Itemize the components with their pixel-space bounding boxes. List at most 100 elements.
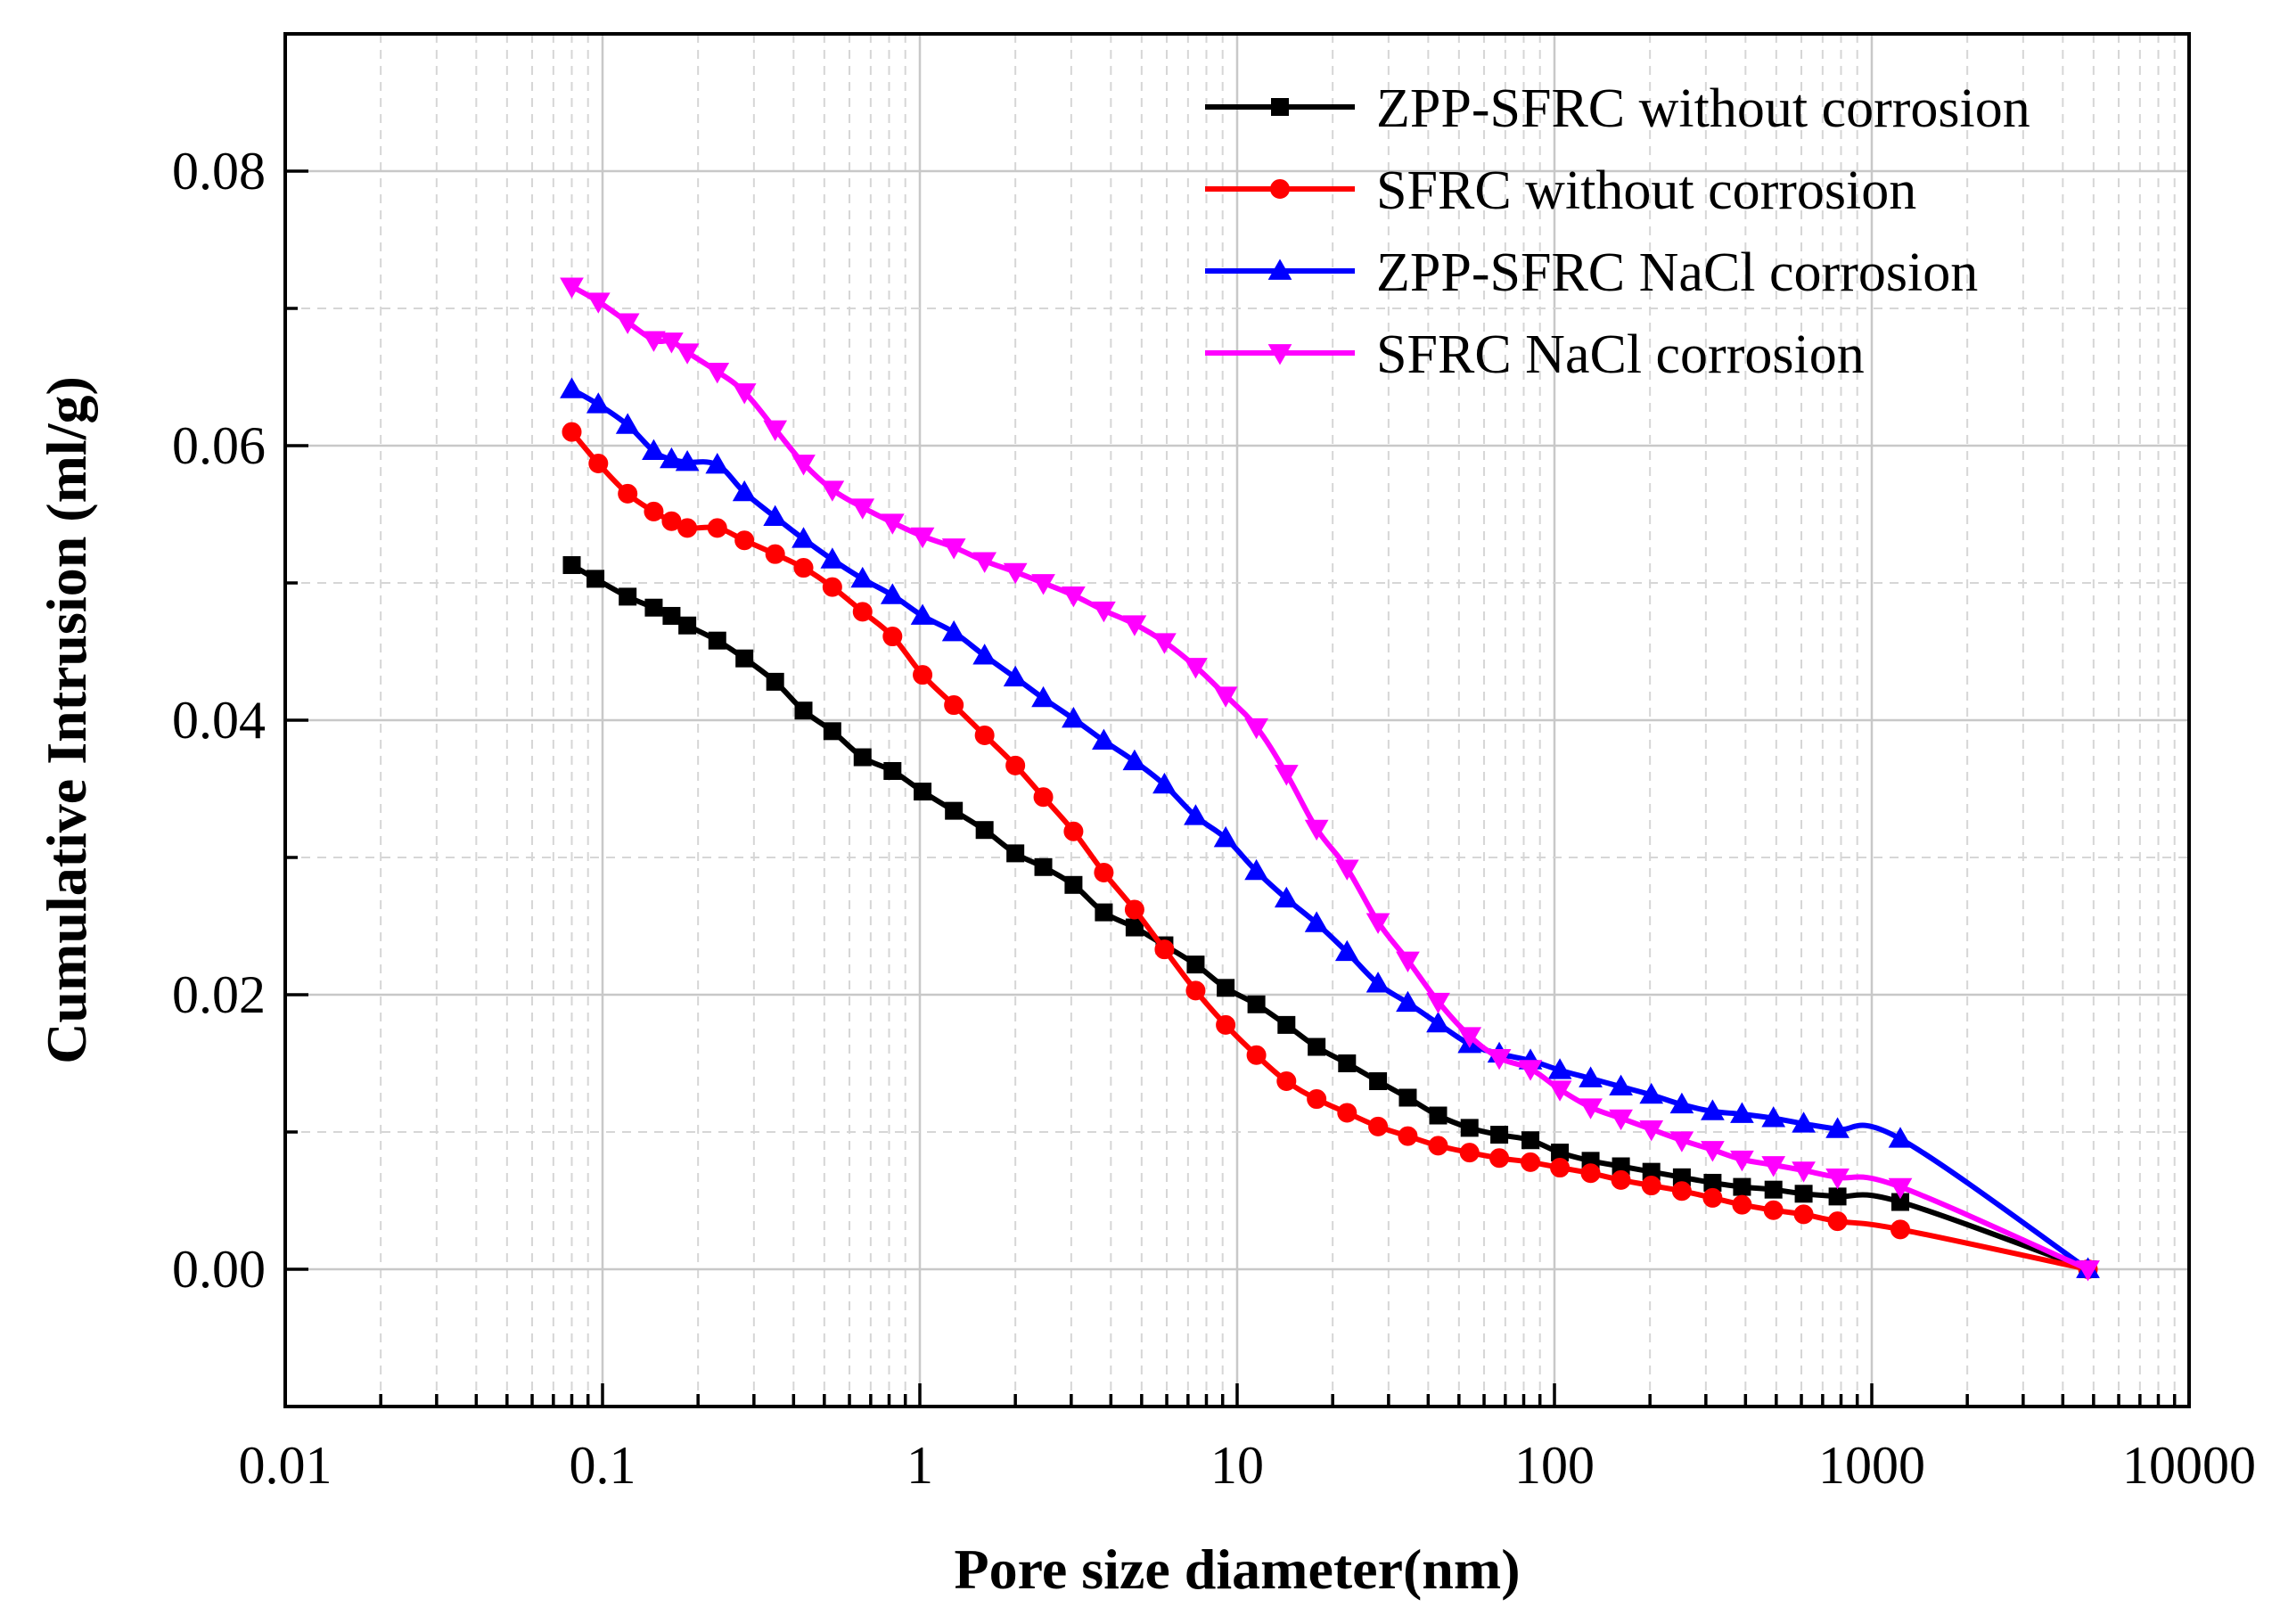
data-point [1003,665,1028,687]
data-point [1639,1082,1664,1104]
data-point [560,377,584,398]
data-point [1825,1117,1849,1138]
data-point [1521,1131,1540,1150]
data-point [1490,1126,1509,1144]
data-point [791,527,816,548]
data-point [1184,804,1208,825]
data-point [883,761,902,780]
data-point [1213,825,1238,848]
data-point [823,722,841,741]
data-point [1092,601,1116,623]
legend-marker [1267,258,1292,280]
data-point [1890,1219,1911,1240]
data-point [1064,875,1083,894]
data-point [1429,1106,1448,1125]
data-point [1580,1163,1601,1184]
data-point [1825,1168,1849,1190]
data-point [763,420,788,442]
data-point [1213,686,1238,708]
data-point [586,392,611,414]
data-point [1003,562,1028,585]
data-point [1369,1072,1388,1091]
data-point [1669,1092,1694,1114]
data-point [1092,728,1116,750]
data-point [1609,1074,1633,1096]
data-point [1094,862,1114,882]
data-point [1031,685,1055,708]
x-tick-label: 1000 [1818,1436,1925,1495]
x-tick-label: 10 [1210,1436,1264,1495]
data-point [735,649,754,668]
data-point [1337,1103,1357,1123]
data-point [1062,706,1086,728]
data-point [1247,995,1266,1013]
x-axis-title: Pore size diameter(nm) [955,1538,1521,1601]
data-point [850,566,875,588]
data-point [732,383,757,405]
data-point [1579,1066,1603,1087]
data-point [791,455,816,476]
data-point [1730,1102,1754,1123]
y-tick-label: 0.02 [172,965,266,1024]
data-point [1888,1177,1913,1200]
data-point [1334,859,1359,881]
data-point [1702,1187,1723,1208]
data-point [644,501,664,521]
data-point [1487,1048,1512,1070]
data-point [1124,899,1144,920]
data-point [1426,1011,1450,1033]
y-tick-label: 0.00 [172,1240,266,1299]
data-point [708,631,726,650]
data-point [972,644,997,665]
y-tick-label: 0.06 [172,416,266,475]
data-point [1828,1187,1847,1206]
data-point [1398,1088,1417,1107]
data-point [1276,1071,1297,1092]
data-point [853,748,872,767]
data-point [1308,1038,1326,1056]
data-point [1489,1148,1510,1169]
data-point [562,422,582,442]
data-point [1366,972,1390,993]
data-point [914,783,932,801]
data-point [2076,1260,2100,1282]
data-point [880,513,905,535]
data-point [1732,1194,1752,1215]
data-point [1304,819,1329,841]
data-point [705,362,730,384]
data-point [1701,1141,1725,1162]
data-point [1764,1180,1783,1199]
data-point [662,606,681,625]
data-point [1152,633,1177,654]
data-point [974,725,995,745]
data-point [1031,574,1055,595]
data-point [1122,749,1147,771]
data-point [910,603,935,625]
data-point [1216,1014,1236,1035]
data-point [615,413,640,434]
data-point [1792,1161,1816,1183]
data-point [852,602,873,622]
grid [285,34,2189,1407]
data-point [707,518,727,538]
data-point [820,480,845,502]
data-point [941,538,966,560]
data-point [1006,844,1025,863]
data-point [675,449,700,472]
data-point [945,801,964,820]
data-point [1307,1089,1327,1110]
x-tick-label: 100 [1514,1436,1595,1495]
data-point [1366,913,1390,934]
legend-entry: ZPP-SFRC without corrosion [1205,78,2030,139]
data-point [910,527,935,549]
data-point [1518,1060,1543,1081]
x-tick-label: 0.01 [239,1436,332,1495]
axis-ticks: 0.01 0.1 1 10 100 1000 10000 0.00 0.02 0.04 0.06 0.… [172,142,2256,1495]
data-point [1888,1127,1913,1148]
data-point [1005,755,1026,775]
data-point [675,343,700,365]
data-point [1185,980,1206,1001]
legend-label: SFRC without corrosion [1376,160,1916,221]
data-point [1550,1158,1571,1178]
data-point [1304,911,1329,932]
